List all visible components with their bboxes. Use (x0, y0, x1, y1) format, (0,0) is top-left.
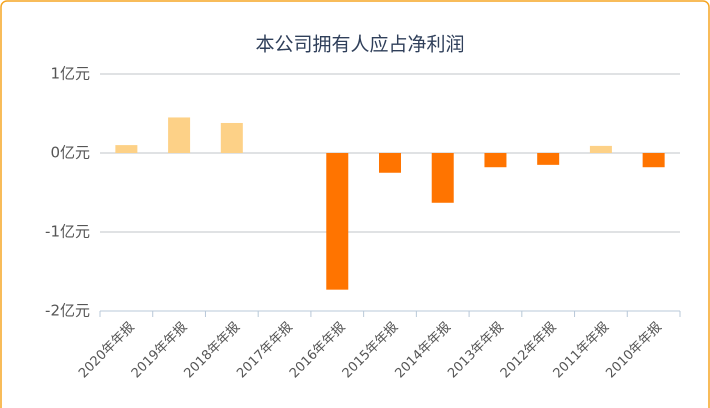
bar (642, 153, 665, 168)
bar (431, 153, 454, 203)
bar (220, 122, 243, 153)
y-tick-label: 0亿元 (50, 144, 90, 162)
bar (484, 153, 507, 168)
y-tick-label: 1亿元 (50, 65, 90, 83)
bar (589, 145, 612, 153)
bar (379, 153, 401, 173)
y-tick-label: -2亿元 (45, 302, 90, 320)
bar (168, 117, 191, 153)
bar (537, 153, 560, 165)
bar (115, 145, 138, 153)
bar (326, 153, 349, 290)
y-tick-label: -1亿元 (45, 223, 90, 241)
chart-title: 本公司拥有人应占净利润 (255, 34, 464, 56)
